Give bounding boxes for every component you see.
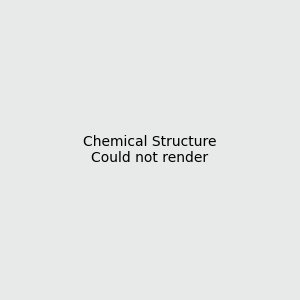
Text: Chemical Structure
Could not render: Chemical Structure Could not render <box>83 135 217 165</box>
